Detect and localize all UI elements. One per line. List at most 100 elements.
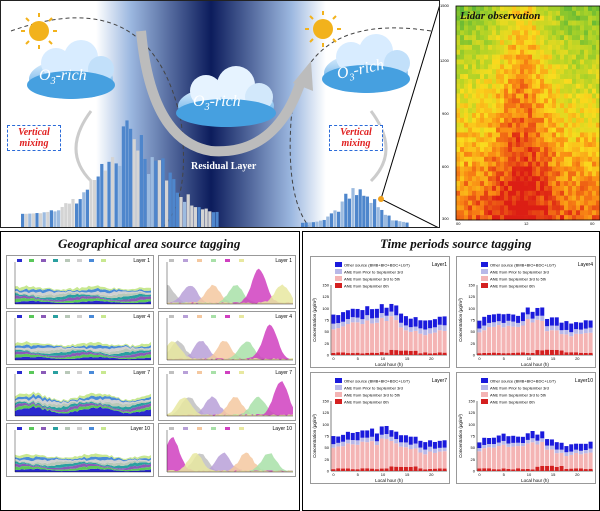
lidar-cell [488,166,493,172]
lidar-cell [572,210,577,216]
bar-segment [496,321,501,326]
lidar-cell [564,190,569,196]
lidar-cell [472,147,477,153]
lidar-cell [584,156,589,162]
building [358,189,362,227]
lidar-cell [508,210,513,216]
lidar-cell [548,166,553,172]
lidar-cell [544,49,549,55]
lidar-cell [480,195,485,201]
bar-segment [520,312,525,322]
lidar-cell [504,83,509,89]
building [211,212,215,227]
lidar-cell [476,190,481,196]
bar-segment [384,434,389,439]
bar-segment [389,311,394,317]
lidar-cell [480,10,485,17]
lidar-cell [496,122,501,128]
bar-segment [530,438,535,443]
lidar-cell [496,59,501,65]
lidar-cell [596,59,600,65]
lidar-cell [528,88,533,94]
lidar-cell [524,142,529,148]
lidar-cell [508,74,513,80]
bar-segment [535,315,540,320]
lidar-cell [544,113,549,119]
lidar-cell [496,190,501,196]
bar-segment [578,352,583,355]
source-series [167,284,293,304]
lidar-cell [524,132,529,138]
lidar-ytick-900: 900 [442,111,449,116]
lidar-cell [488,6,493,12]
building [362,195,366,227]
lidar-cell [504,78,509,85]
lidar-cell [584,35,589,41]
lidar-cell [592,30,597,36]
lidar-cell [464,59,469,65]
bar-segment [423,352,428,355]
lidar-cell [584,195,589,201]
lidar-cell [512,142,517,148]
lidar-cell [472,181,477,187]
bar-segment [506,353,511,355]
lidar-cell [512,215,517,221]
legend-swatch [77,371,82,374]
lidar-cell [456,185,461,192]
lidar-cell [492,74,497,80]
lidar-cell [536,54,541,60]
lidar-cell [496,30,501,36]
lidar-cell [532,74,537,80]
lidar-cell [596,25,600,31]
lidar-cell [472,185,477,192]
lidar-cell [464,127,469,133]
bar-segment [477,468,482,471]
lidar-cell [524,10,529,17]
lidar-cell [572,59,577,65]
lidar-cell [476,161,481,167]
building [301,222,305,227]
lidar-cell [588,113,593,119]
lidar-cell [580,59,585,65]
lidar-cell [512,83,517,89]
lidar-cell [528,74,533,80]
lidar-cell [584,147,589,153]
lidar-cell [540,137,545,143]
lidar-cell [592,117,597,124]
lidar-cell [532,44,537,51]
lidar-cell [588,54,593,60]
lidar-cell [484,151,489,158]
lidar-cell [536,185,541,192]
bar-segment [578,322,583,330]
lidar-cell [488,83,493,89]
lidar-cell [516,176,521,182]
lidar-cell [588,137,593,143]
area-series [15,346,151,353]
lidar-cell [492,49,497,55]
lidar-cell [500,93,505,99]
lidar-cell [500,176,505,182]
lidar-cell [592,25,597,31]
lidar-cell [544,78,549,85]
lidar-cell [536,6,541,12]
lidar-cell [492,78,497,85]
building [49,210,53,227]
bar-segment [559,465,564,471]
bar-segment [578,443,583,451]
bar-segment [428,320,433,329]
lidar-cell [492,40,497,46]
bar-segment [491,352,496,355]
legend-label: ANE from September 3rd to 5th [344,277,400,282]
lidar-cell [564,176,569,182]
lidar-cell [568,210,573,216]
lidar-cell [572,6,577,12]
lidar-cell [568,15,573,21]
lidar-cell [484,78,489,85]
lidar-cell [528,15,533,21]
geo-area-chart [14,315,151,361]
bar-segment [428,328,433,334]
lidar-cell [492,44,497,51]
lidar-cell [508,108,513,114]
lidar-cell [548,113,553,119]
lidar-cell [536,83,541,89]
